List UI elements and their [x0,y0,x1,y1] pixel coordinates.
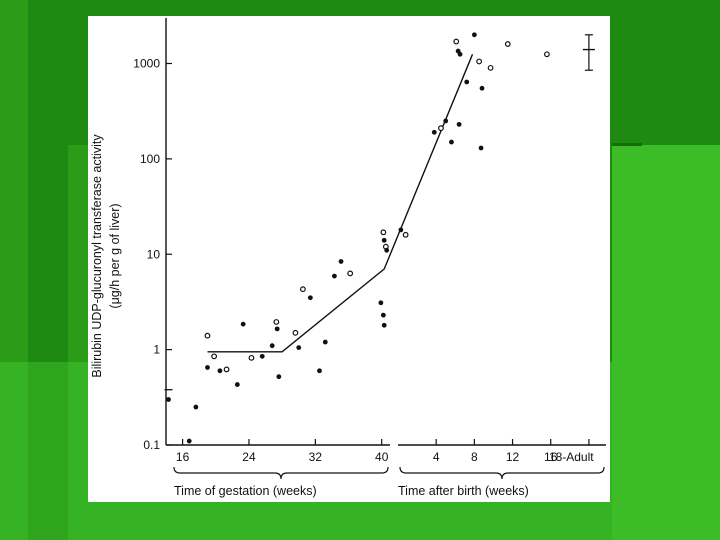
data-point [347,270,354,277]
background-band-right [612,145,720,540]
data-point [380,229,387,236]
data-point [186,438,192,444]
data-point [479,85,485,91]
data-point [464,79,470,85]
data-point [240,321,246,327]
data-point [307,295,313,301]
x-tick-label-gestation: 16 [176,450,190,464]
chart-axes [165,18,606,480]
data-point [274,326,280,332]
data-point [456,121,462,127]
data-point [504,41,511,47]
data-point [269,343,275,349]
data-point [378,300,384,306]
x-tick-label-birth: 16 [544,450,558,464]
background-band-mid [68,145,88,362]
data-point [273,319,280,325]
x-tick-label-gestation: 32 [309,450,323,464]
data-point [193,404,199,410]
data-point [322,339,328,345]
data-point [248,354,255,361]
data-point [223,366,230,373]
data-point [431,129,437,135]
birth-brace [399,466,605,480]
y-tick-label: 100 [140,152,160,166]
data-point [398,227,404,233]
x-tick-label-birth: 4 [433,450,440,464]
data-points-group [164,32,550,444]
x-axis-title-gestation: Time of gestation (weeks) [174,484,317,498]
data-point [471,32,477,38]
data-point [205,365,210,370]
data-point [338,259,344,264]
data-point [259,353,265,359]
data-point [299,286,306,293]
x-tick-label-gestation: 24 [242,450,256,464]
data-point [384,247,390,253]
y-tick-label: 1 [153,343,160,357]
data-point [296,345,302,351]
data-point [166,397,171,402]
background-band-lower-dark [28,362,68,540]
data-point [478,145,484,151]
y-tick-label: 1000 [133,57,160,71]
y-axis-title-line1: Bilirubin UDP-glucuronyl transferase act… [90,134,104,378]
data-point [457,51,463,57]
data-point [211,353,218,360]
data-point [217,368,223,374]
y-axis-title-line2: (μg/h per g of liver) [108,203,122,308]
data-point [317,368,322,374]
trend-line-group [207,34,595,353]
gestation-brace [173,466,389,480]
data-point [487,64,494,71]
figure-card: 0.1 1 10 100 1000 16 24 32 40 4 8 12 16 18-Adult Time… [88,16,610,502]
y-tick-label: 0.1 [143,438,160,452]
data-point [234,382,240,387]
axis-titles-group: Time of gestation (weeks) Time after bir… [90,134,529,498]
data-point [381,322,387,328]
trend-line [207,54,474,353]
data-point [381,237,387,243]
data-point [449,139,454,145]
data-point [292,329,299,336]
y-tick-label: 10 [147,247,161,261]
data-point [204,332,211,339]
x-axis-title-birth: Time after birth (weeks) [398,484,529,498]
data-point [380,312,386,318]
data-point [332,273,337,279]
background-band-right-line [612,143,642,146]
x-tick-label-birth: 8 [471,450,478,464]
x-tick-label-birth: 18-Adult [549,450,594,464]
data-point [476,58,483,65]
data-point [276,374,282,380]
data-point [438,125,444,132]
x-tick-label-birth: 12 [506,450,520,464]
data-point [544,51,550,58]
x-tick-label-gestation: 40 [375,450,389,464]
data-point [443,118,449,124]
data-point [453,38,460,45]
data-point [402,231,409,238]
